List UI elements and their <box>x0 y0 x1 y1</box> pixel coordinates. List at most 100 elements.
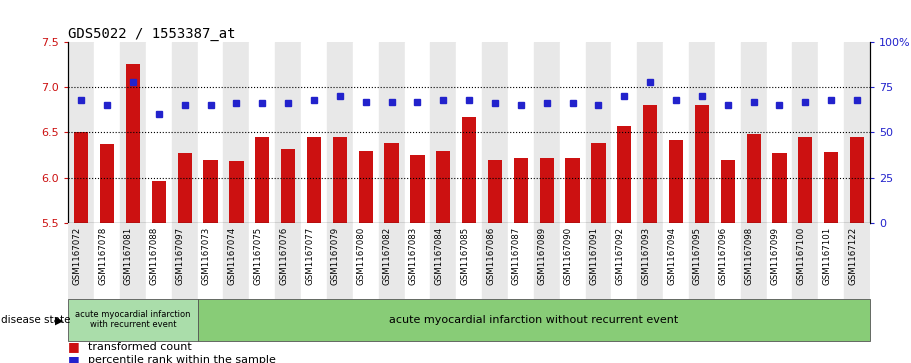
Bar <box>456 42 482 223</box>
Bar <box>798 137 813 223</box>
Bar <box>534 223 559 299</box>
Bar <box>818 223 844 299</box>
Bar <box>379 42 404 223</box>
Bar <box>301 223 327 299</box>
Bar <box>669 140 683 223</box>
Bar <box>566 158 579 223</box>
Text: GSM1167076: GSM1167076 <box>279 227 288 285</box>
Bar <box>488 160 502 223</box>
Bar <box>514 158 528 223</box>
Bar <box>741 223 766 299</box>
Bar <box>250 223 275 299</box>
Text: GSM1167090: GSM1167090 <box>564 227 573 285</box>
Bar <box>353 42 379 223</box>
Text: GSM1167101: GSM1167101 <box>823 227 831 285</box>
Text: GSM1167083: GSM1167083 <box>408 227 417 285</box>
Bar <box>172 223 198 299</box>
Bar <box>559 42 586 223</box>
Bar <box>255 137 270 223</box>
Bar <box>301 42 327 223</box>
Bar <box>618 126 631 223</box>
Bar <box>850 137 865 223</box>
Bar <box>230 160 243 223</box>
Bar <box>198 299 870 341</box>
Bar <box>353 223 379 299</box>
Text: GSM1167079: GSM1167079 <box>331 227 340 285</box>
Bar <box>591 143 606 223</box>
Bar <box>384 143 399 223</box>
Text: GSM1167096: GSM1167096 <box>719 227 728 285</box>
Bar <box>404 42 430 223</box>
Bar <box>715 42 741 223</box>
Bar <box>146 42 172 223</box>
Bar <box>482 223 508 299</box>
Text: GSM1167093: GSM1167093 <box>641 227 650 285</box>
Bar <box>844 42 870 223</box>
Text: GSM1167122: GSM1167122 <box>848 227 857 285</box>
Text: GSM1167084: GSM1167084 <box>435 227 444 285</box>
Bar <box>68 299 198 341</box>
Bar <box>404 223 430 299</box>
Text: GDS5022 / 1553387_at: GDS5022 / 1553387_at <box>68 27 236 41</box>
Bar <box>100 144 114 223</box>
Bar <box>120 223 146 299</box>
Bar <box>198 42 223 223</box>
Text: GSM1167080: GSM1167080 <box>357 227 365 285</box>
Text: acute myocardial infarction
with recurrent event: acute myocardial infarction with recurre… <box>76 310 190 329</box>
Bar <box>586 223 611 299</box>
Text: GSM1167098: GSM1167098 <box>744 227 753 285</box>
Text: GSM1167089: GSM1167089 <box>537 227 547 285</box>
Bar <box>539 158 554 223</box>
Bar <box>94 223 120 299</box>
Text: GSM1167087: GSM1167087 <box>512 227 521 285</box>
Text: GSM1167092: GSM1167092 <box>615 227 624 285</box>
Text: GSM1167086: GSM1167086 <box>486 227 495 285</box>
Text: GSM1167100: GSM1167100 <box>796 227 805 285</box>
Bar <box>638 42 663 223</box>
Bar <box>327 223 353 299</box>
Bar <box>793 223 818 299</box>
Bar <box>68 42 94 223</box>
Bar <box>172 42 198 223</box>
Text: GSM1167078: GSM1167078 <box>98 227 107 285</box>
Bar <box>178 154 192 223</box>
Bar <box>695 105 709 223</box>
Bar <box>275 42 301 223</box>
Bar <box>410 155 425 223</box>
Bar <box>793 42 818 223</box>
Bar <box>198 223 223 299</box>
Bar <box>333 137 347 223</box>
Bar <box>94 42 120 223</box>
Bar <box>68 223 94 299</box>
Bar <box>152 181 166 223</box>
Bar <box>430 223 456 299</box>
Bar <box>611 42 638 223</box>
Text: acute myocardial infarction without recurrent event: acute myocardial infarction without recu… <box>389 314 679 325</box>
Text: GSM1167085: GSM1167085 <box>460 227 469 285</box>
Text: ■: ■ <box>68 354 80 363</box>
Bar <box>430 42 456 223</box>
Text: disease state: disease state <box>1 315 70 325</box>
Bar <box>824 152 838 223</box>
Bar <box>120 42 146 223</box>
Bar <box>327 42 353 223</box>
Text: GSM1167094: GSM1167094 <box>667 227 676 285</box>
Bar <box>643 105 658 223</box>
Bar <box>534 42 559 223</box>
Text: GSM1167088: GSM1167088 <box>149 227 159 285</box>
Bar <box>359 151 373 223</box>
Text: GSM1167099: GSM1167099 <box>771 227 780 285</box>
Bar <box>250 42 275 223</box>
Bar <box>611 223 638 299</box>
Bar <box>663 42 689 223</box>
Bar <box>307 137 321 223</box>
Bar <box>223 42 250 223</box>
Bar <box>746 134 761 223</box>
Bar <box>844 223 870 299</box>
Bar <box>818 42 844 223</box>
Text: GSM1167075: GSM1167075 <box>253 227 262 285</box>
Text: GSM1167097: GSM1167097 <box>176 227 185 285</box>
Bar <box>689 42 715 223</box>
Text: GSM1167081: GSM1167081 <box>124 227 133 285</box>
Text: GSM1167072: GSM1167072 <box>72 227 81 285</box>
